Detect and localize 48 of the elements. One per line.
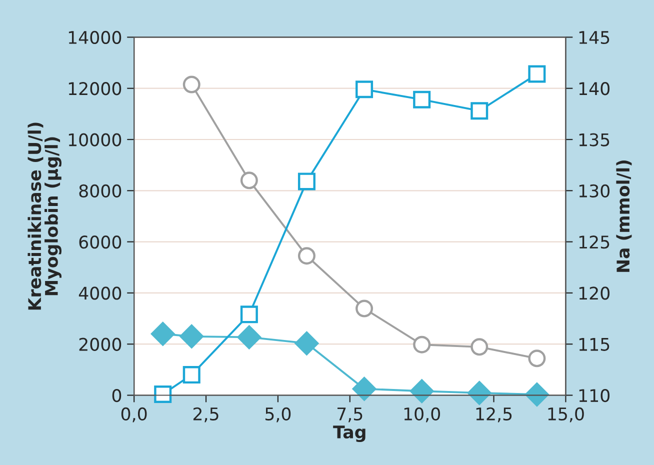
- y-tick-label: 2000: [79, 338, 122, 351]
- point: [413, 90, 431, 108]
- x-tick-label: 7,5: [338, 408, 362, 422]
- point: [182, 76, 200, 94]
- y-tick-label: 12000: [68, 82, 122, 96]
- point: [528, 65, 546, 83]
- point: [298, 172, 316, 190]
- point: [298, 247, 316, 265]
- point: [413, 336, 431, 354]
- y2-tick-label: 130: [579, 184, 610, 198]
- point: [294, 331, 319, 356]
- point: [467, 381, 492, 405]
- point: [356, 80, 374, 98]
- y2-tick-label: 110: [579, 388, 610, 402]
- point: [150, 322, 175, 346]
- y2-tick-label: 145: [579, 31, 610, 44]
- point: [470, 102, 488, 120]
- y2-tick-label: 135: [579, 133, 610, 146]
- y2-axis-title: Na (mmol/l): [616, 160, 632, 272]
- point: [180, 324, 204, 348]
- point: [240, 306, 258, 324]
- x-tick-label: 12,5: [476, 407, 512, 422]
- point: [237, 325, 262, 350]
- point: [240, 172, 258, 190]
- x-tick-label: 15,0: [548, 407, 584, 422]
- point: [154, 385, 172, 403]
- point: [528, 350, 546, 368]
- x-tick-label: 10,0: [404, 407, 440, 422]
- y2-tick-label: 115: [579, 338, 610, 351]
- point: [470, 338, 488, 356]
- y-tick-label: 0: [112, 388, 122, 402]
- y-tick-label: 8000: [79, 184, 122, 198]
- point: [182, 366, 200, 384]
- y2-tick-label: 125: [579, 236, 610, 249]
- point: [352, 376, 376, 401]
- y-tick-label: 10000: [68, 133, 122, 146]
- x-axis-title: Tag: [333, 426, 366, 442]
- point: [410, 379, 434, 404]
- point: [356, 300, 374, 318]
- x-tick-label: 2,5: [193, 407, 218, 422]
- y-tick-label: 6000: [79, 236, 122, 249]
- y2-tick-label: 140: [579, 82, 610, 96]
- x-tick-label: 0,0: [121, 407, 147, 422]
- x-tick-label: 5,0: [265, 407, 291, 422]
- y-axis-title: Kreatinikinase (U/l) Myoglobin (μg/l): [28, 122, 62, 310]
- y2-tick-label: 120: [579, 286, 610, 300]
- y-tick-label: 14000: [68, 30, 122, 44]
- y-tick-label: 4000: [78, 286, 122, 300]
